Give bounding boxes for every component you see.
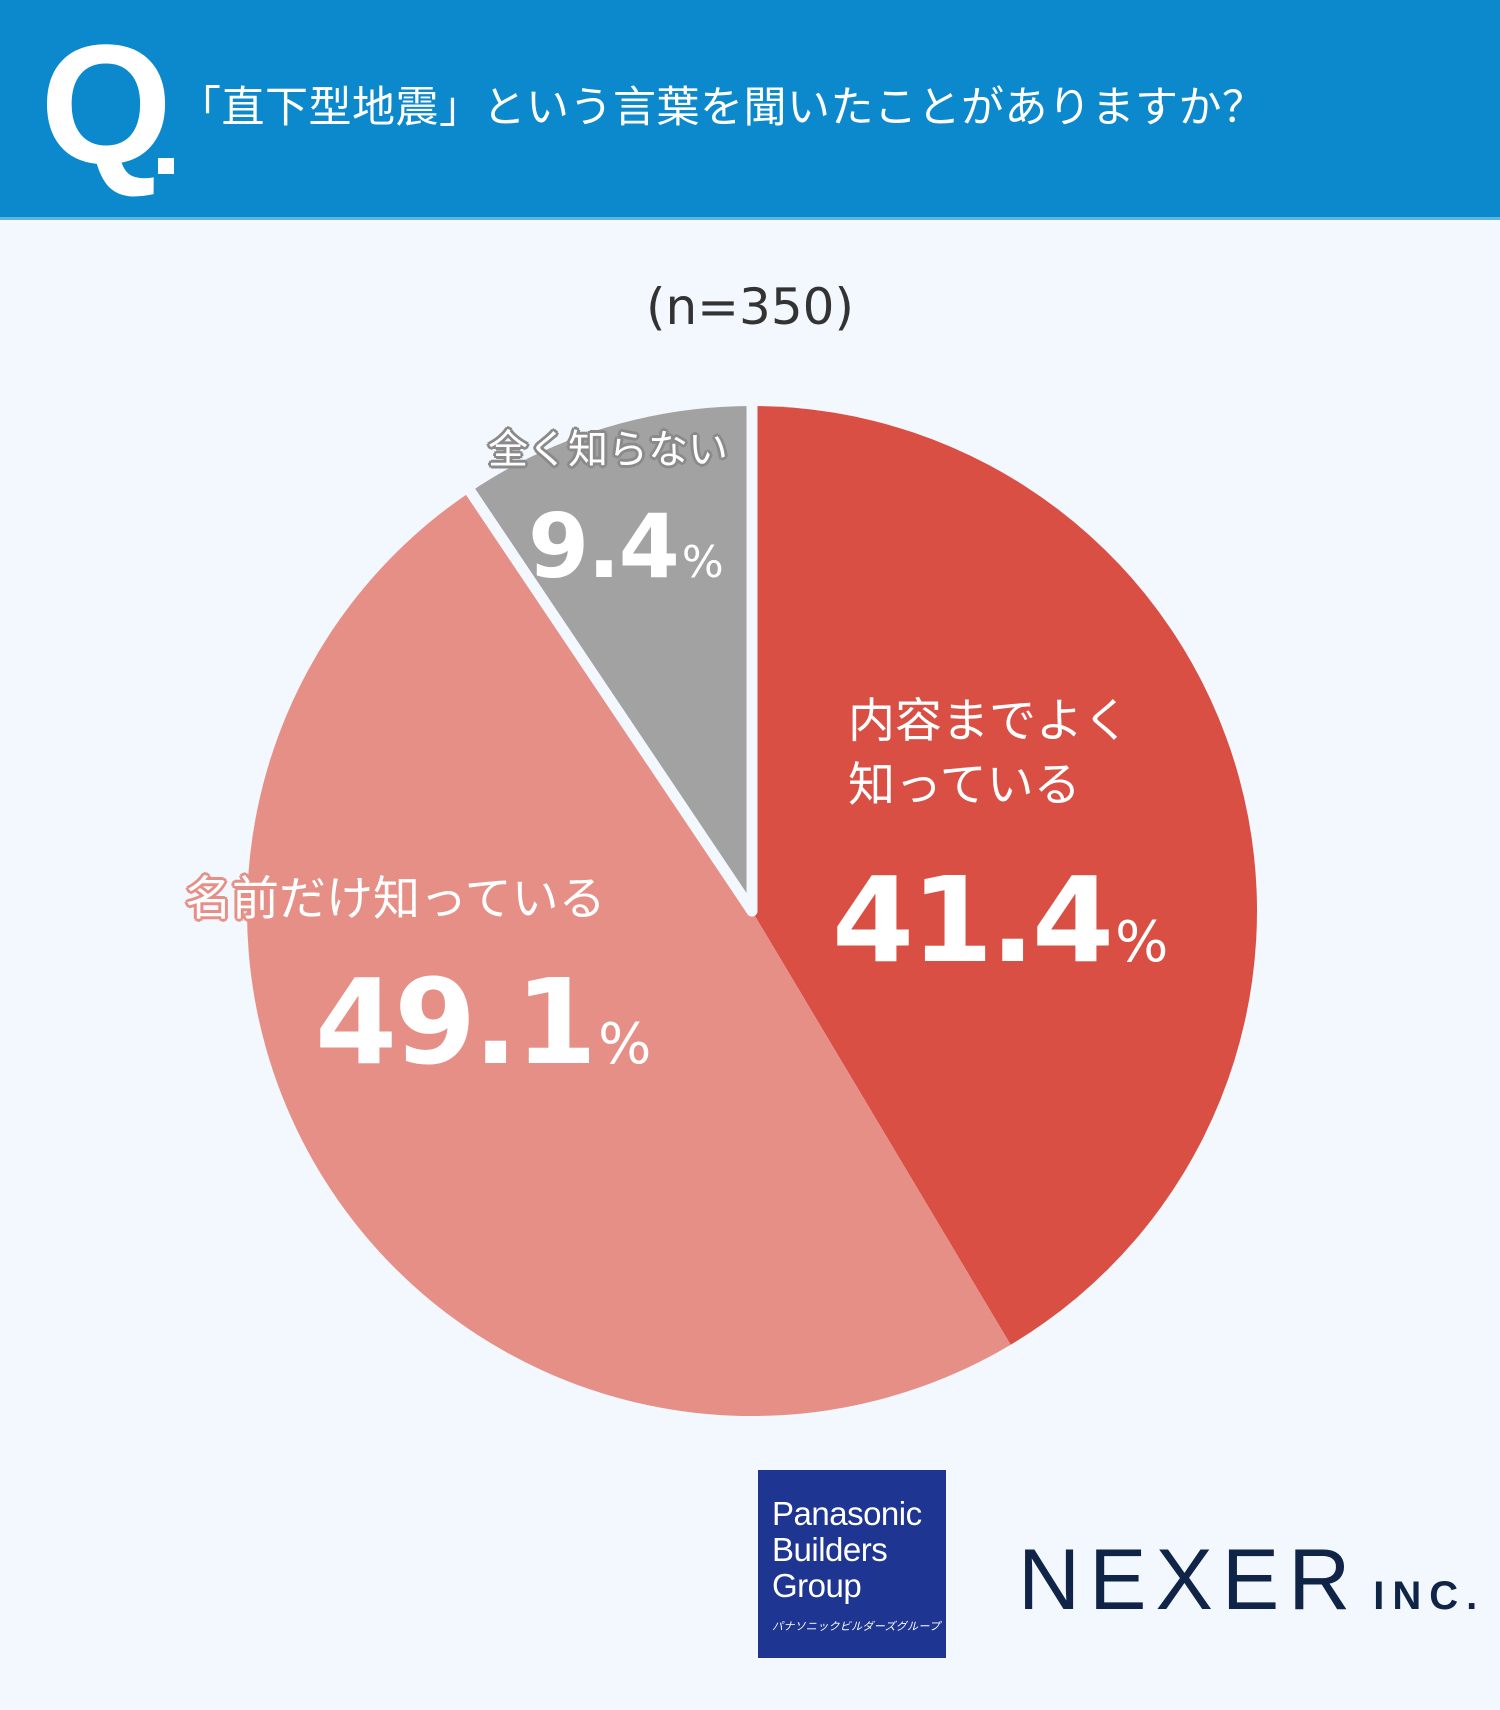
sample-size: (n=350) [645, 278, 855, 336]
slice-label-not-known: 全く知らない [488, 427, 728, 473]
panasonic-builders-logo: Panasonic Builders Group パナソニックビルダーズグループ [758, 1470, 946, 1658]
q-label: Q [40, 10, 172, 200]
slice-label-well-known: 内容までよく 知っている [848, 690, 1130, 818]
logo-line: Group [772, 1567, 862, 1604]
pie-slice [752, 406, 1257, 1345]
question-header: Q 「直下型地震」という言葉を聞いたことがありますか？ [0, 0, 1500, 220]
slice-label-line-2: 知っている [848, 758, 1081, 813]
value-number: 41.4 [832, 851, 1114, 989]
slice-value-not-known: 9.4% [528, 495, 724, 615]
nexer-name: NEXER [1018, 1532, 1360, 1628]
slice-value-name-only: 49.1% [315, 952, 651, 1115]
percent-unit: % [598, 1012, 652, 1077]
pie-slice [246, 491, 1011, 1417]
slice-separator [465, 486, 758, 917]
nexer-logo: NEXER INC. [1018, 1530, 1485, 1630]
percent-unit: % [1115, 910, 1169, 975]
pie-slice [470, 406, 752, 911]
slice-label-line-1: 内容までよく [848, 694, 1130, 749]
percent-unit: % [681, 537, 724, 588]
nexer-suffix: INC. [1373, 1574, 1486, 1618]
slice-value-well-known: 41.4% [832, 850, 1168, 1013]
slice-label-name-only: 名前だけ知っている [185, 872, 606, 927]
value-number: 9.4 [528, 495, 680, 598]
logo-kana: パナソニックビルダーズグループ [772, 1620, 941, 1633]
q-dot [158, 158, 174, 174]
pie-chart [246, 406, 1257, 1417]
question-title: 「直下型地震」という言葉を聞いたことがありますか？ [178, 83, 1266, 133]
logo-line: Panasonic [772, 1495, 922, 1532]
value-number: 49.1 [315, 953, 597, 1091]
logo-line: Builders [772, 1531, 888, 1568]
